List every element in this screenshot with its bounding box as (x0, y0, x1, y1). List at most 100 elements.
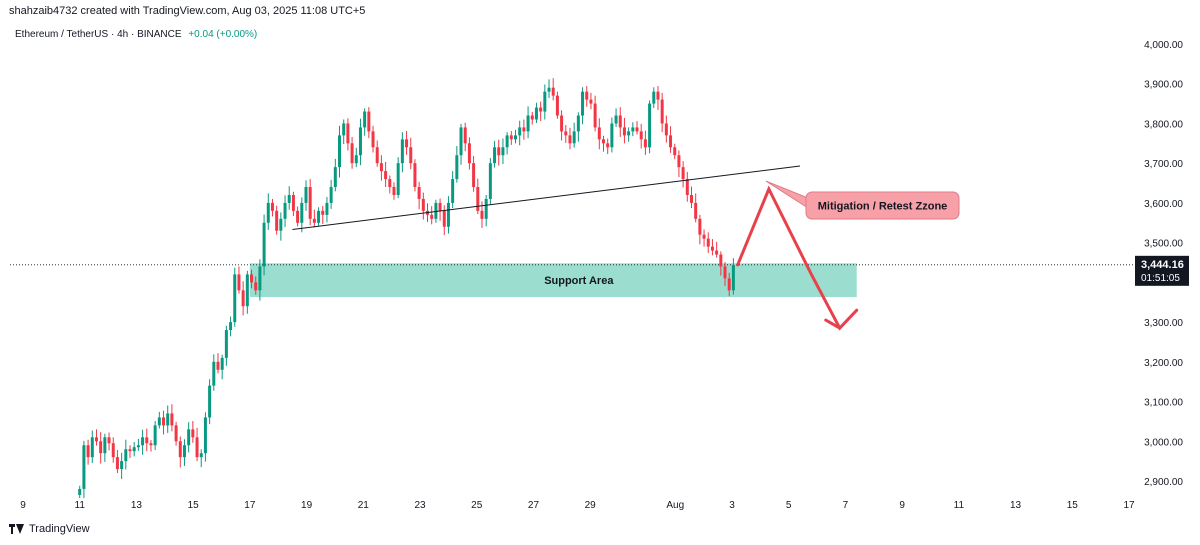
x-tick-label: 5 (786, 500, 792, 511)
candle-body (245, 274, 249, 307)
x-tick-label: 11 (954, 500, 965, 511)
candle (216, 353, 220, 374)
x-tick-label: 3 (729, 500, 735, 511)
candle (585, 86, 589, 107)
symbol-info[interactable]: Ethereum / TetherUS · 4h · BINANCE +0.04… (15, 29, 257, 40)
candle (191, 421, 195, 443)
candle-body (589, 99, 593, 104)
candle (304, 180, 308, 211)
candle (375, 140, 379, 167)
x-tick-label: 23 (414, 500, 426, 511)
candle (300, 197, 304, 233)
candle-body (652, 91, 656, 104)
candle-body (333, 167, 337, 188)
y-tick-label: 3,300.00 (1144, 318, 1183, 329)
candle (78, 485, 82, 499)
candle-body (564, 131, 568, 136)
candle-body (241, 290, 245, 307)
y-tick-label: 3,000.00 (1144, 437, 1183, 448)
candle (329, 179, 333, 209)
candle (250, 269, 254, 289)
candle-body (153, 425, 157, 446)
candle (706, 232, 710, 253)
x-tick-label: 13 (1010, 500, 1022, 511)
candle (493, 140, 497, 168)
candle-body (187, 429, 191, 446)
candle-body (430, 214, 434, 219)
candle (136, 438, 140, 451)
candle (572, 122, 576, 148)
x-tick-label: 9 (20, 500, 26, 511)
candle (287, 186, 291, 210)
candle (685, 171, 689, 202)
candle (501, 138, 505, 164)
candle (396, 157, 400, 199)
candle-body (413, 163, 417, 188)
projection-arrow-head (824, 318, 842, 330)
x-tick-label: 13 (131, 500, 143, 511)
candle-body (141, 437, 145, 446)
candle (438, 198, 442, 221)
candle-body (597, 127, 601, 140)
candle (664, 115, 668, 143)
candle-body (442, 210, 446, 227)
candle (430, 206, 434, 225)
candle (325, 196, 329, 223)
candle (111, 437, 115, 463)
candle (610, 117, 614, 153)
candle-body (698, 218, 702, 235)
candle-body (82, 445, 86, 489)
candle-body (354, 155, 358, 164)
candle (270, 198, 274, 217)
candle (669, 126, 673, 153)
candle-body (94, 437, 98, 442)
candle-body (350, 143, 354, 164)
y-tick-label: 4,000.00 (1144, 40, 1183, 51)
candle (203, 412, 207, 462)
candle (99, 432, 103, 464)
candle-body (610, 123, 614, 148)
price-change: +0.04 (+0.00%) (188, 29, 258, 40)
candle-body (396, 163, 400, 195)
candle (132, 442, 136, 457)
candle (296, 206, 300, 227)
candle (107, 432, 111, 451)
candle (681, 161, 685, 188)
candle-body (710, 246, 714, 251)
candle-body (321, 210, 325, 215)
candle-body (514, 135, 518, 140)
candle-body (162, 417, 166, 426)
candle (312, 209, 316, 228)
candle-body (509, 135, 513, 140)
candle (354, 147, 358, 168)
x-tick-label: 15 (1067, 500, 1079, 511)
candle-body (300, 202, 304, 223)
candle (237, 266, 241, 294)
annotation-box[interactable] (805, 191, 960, 220)
candle (715, 241, 719, 258)
candle-body (731, 264, 735, 291)
candle (677, 150, 681, 178)
candle-body (86, 445, 90, 458)
candle (413, 159, 417, 192)
candle-body (455, 155, 459, 180)
candle (534, 102, 538, 124)
candle (86, 439, 90, 465)
candle (463, 122, 467, 152)
candle-body (518, 127, 522, 136)
candle (719, 251, 723, 276)
candle-body (136, 445, 140, 448)
candle (643, 130, 647, 155)
candle (82, 440, 86, 499)
candle-body (203, 417, 207, 454)
candle-body (291, 194, 295, 211)
candle (614, 108, 618, 128)
candle-body (581, 91, 585, 116)
candle (555, 91, 559, 119)
candle (551, 78, 555, 101)
candle-body (258, 266, 262, 291)
candle-body (723, 266, 727, 279)
tradingview-logo[interactable]: TradingView (9, 523, 90, 535)
candle-body (279, 218, 283, 231)
